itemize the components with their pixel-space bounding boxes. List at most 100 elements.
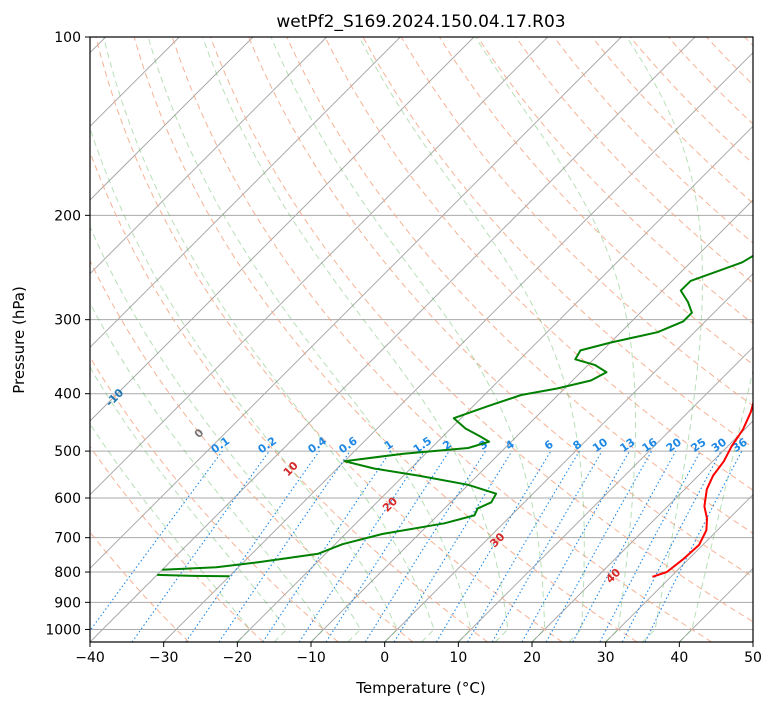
x-tick-label: 20	[523, 650, 541, 666]
mixing-ratio-label: 0.4	[306, 434, 330, 456]
mixing-ratio-line	[185, 450, 320, 642]
isotherm-line	[90, 37, 254, 201]
x-tick-label: 0	[380, 650, 389, 666]
moist-adiabat-line	[90, 366, 288, 642]
y-tick-label: 700	[54, 531, 81, 547]
dry-adiabat-line	[362, 37, 753, 449]
y-tick-label: 100	[54, 30, 81, 46]
dry-adiabat-line	[553, 37, 753, 244]
mixing-ratio-line	[325, 450, 450, 642]
dry-adiabat-label: 30	[487, 530, 507, 550]
mixing-ratio-line	[435, 450, 552, 642]
dry-adiabat-label: 40	[603, 566, 623, 586]
x-tick-label: 30	[597, 650, 615, 666]
mixing-ratio-line	[491, 450, 603, 642]
y-tick-label: 300	[54, 313, 81, 329]
dry-adiabat-line	[706, 37, 753, 86]
moist-adiabat-line	[90, 126, 398, 642]
dry-adiabat-line	[95, 37, 563, 642]
y-tick-label: 500	[54, 444, 81, 460]
mixing-ratio-label: 0.1	[209, 434, 232, 456]
profile-line	[157, 573, 230, 578]
moist-adiabat-line	[90, 225, 362, 642]
moist-adiabat-line	[270, 37, 546, 642]
x-axis-label: Temperature (°C)	[355, 679, 485, 697]
mixing-ratio-line	[218, 450, 351, 642]
mixing-ratio-label: 8	[571, 438, 585, 453]
moist-adiabat-line	[626, 37, 704, 642]
dry-adiabat-line	[744, 37, 753, 47]
mixing-ratio-label: 16	[640, 435, 660, 455]
mixing-ratio-line	[521, 450, 630, 642]
dry-adiabat-line	[668, 37, 753, 125]
isotherm-line	[90, 37, 696, 642]
y-tick-label: 600	[54, 491, 81, 507]
x-tick-label: 40	[670, 650, 688, 666]
dry-adiabat-label: -20	[26, 350, 49, 373]
isotherm-line	[310, 199, 753, 642]
moist-adiabat-line	[678, 367, 753, 642]
dry-adiabat-label: 0	[192, 426, 207, 441]
dry-adiabat-line	[133, 37, 638, 642]
dry-adiabat-line	[90, 150, 488, 642]
mixing-ratio-line	[90, 450, 223, 632]
dry-adiabat-line	[90, 356, 339, 642]
mixing-ratio-label: 20	[664, 435, 684, 455]
dry-adiabat-line	[248, 37, 753, 578]
mixing-ratio-line	[572, 450, 677, 642]
mixing-ratio-line	[298, 450, 425, 642]
x-tick-label: −10	[296, 650, 326, 666]
mixing-ratio-line	[131, 450, 270, 642]
y-tick-label: 400	[54, 387, 81, 403]
isotherm-line	[90, 37, 328, 275]
plot-frame	[89, 36, 754, 643]
isotherm-line	[384, 272, 753, 642]
mixing-ratio-label: 1	[382, 438, 396, 453]
mixing-ratio-line	[364, 450, 486, 642]
x-tick-label: −30	[149, 650, 179, 666]
isotherm-line	[531, 420, 753, 642]
isotherm-line	[163, 51, 753, 642]
isotherm-line	[752, 641, 753, 642]
mixing-ratio-line	[262, 450, 392, 642]
isotherm-line	[90, 37, 475, 422]
y-tick-label: 900	[54, 595, 81, 611]
dry-adiabat-label: -10	[103, 386, 126, 409]
y-tick-label: 200	[54, 208, 81, 224]
mixing-ratio-label: 25	[689, 436, 709, 455]
dry-adiabat-line	[400, 37, 753, 407]
moist-adiabat-line	[90, 302, 325, 642]
dry-adiabat-line	[324, 37, 753, 491]
isotherm-line	[90, 37, 549, 496]
moist-adiabat-line	[103, 37, 435, 642]
y-axis-label: Pressure (hPa)	[10, 286, 28, 394]
isotherm-line	[90, 37, 401, 349]
dry-adiabat-line	[477, 37, 753, 325]
moist-adiabat-line	[90, 422, 251, 642]
profile-line	[652, 400, 753, 578]
isotherm-line	[678, 567, 753, 642]
x-tick-label: 10	[449, 650, 467, 666]
dry-adiabat-line	[90, 259, 414, 642]
mixing-ratio-label: 30	[709, 435, 729, 455]
dry-adiabat-line	[210, 37, 753, 623]
mixing-ratio-line	[545, 450, 653, 642]
dry-adiabat-line	[171, 37, 712, 642]
dry-adiabat-line	[515, 37, 753, 284]
isotherm-line	[90, 37, 622, 570]
isotherm-line	[457, 346, 753, 642]
y-tick-label: 800	[54, 565, 81, 581]
mixing-ratio-line	[393, 450, 513, 642]
moist-adiabat-line	[202, 37, 509, 642]
y-tick-label: 1000	[45, 622, 81, 638]
isotherm-line	[236, 125, 753, 642]
dry-adiabat-line	[629, 37, 753, 165]
isotherm-line	[605, 493, 753, 642]
mixing-ratio-line	[599, 450, 701, 642]
x-tick-label: 50	[744, 650, 762, 666]
mixing-ratio-label: 0.6	[336, 434, 360, 456]
profile-line	[162, 254, 753, 571]
moist-adiabat-line	[147, 37, 472, 642]
dry-adiabat-line	[591, 37, 753, 204]
